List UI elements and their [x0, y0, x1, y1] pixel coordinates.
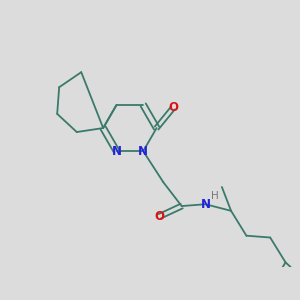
Text: H: H — [211, 191, 218, 201]
Text: N: N — [138, 145, 148, 158]
Text: O: O — [168, 101, 178, 114]
Text: N: N — [112, 145, 122, 158]
Text: N: N — [200, 198, 210, 211]
Text: O: O — [155, 210, 165, 223]
